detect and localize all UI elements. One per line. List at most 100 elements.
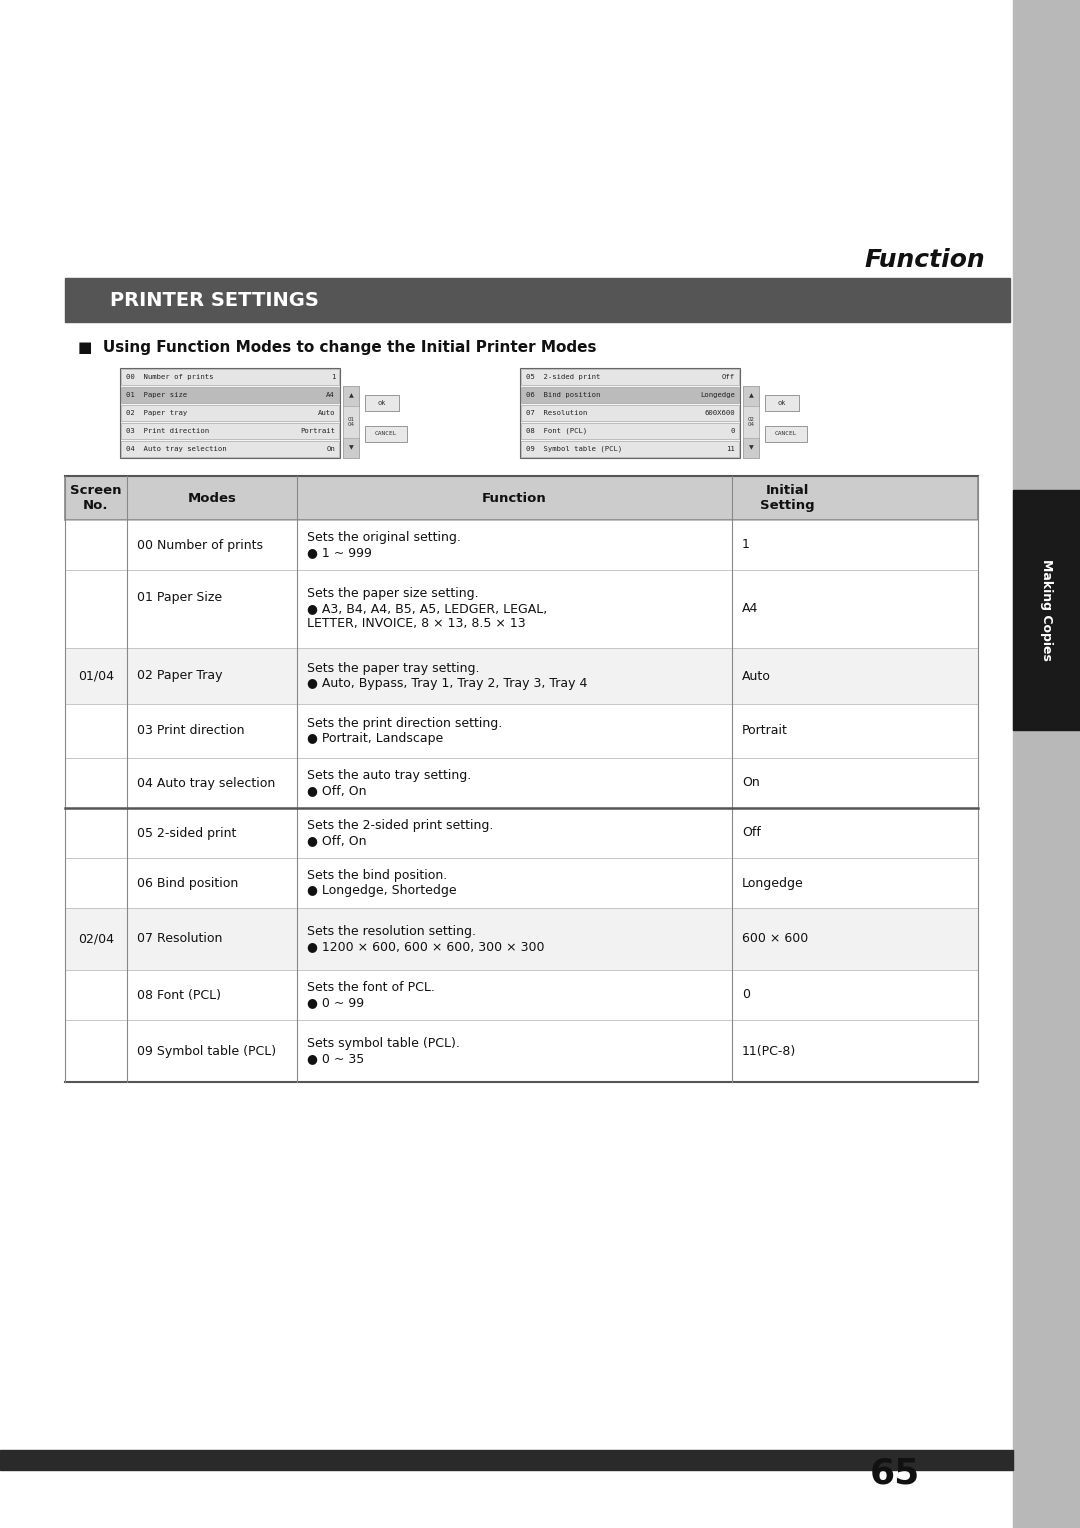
- Text: ■  Using Function Modes to change the Initial Printer Modes: ■ Using Function Modes to change the Ini…: [78, 341, 596, 354]
- Bar: [743, 387, 759, 458]
- Text: Sets the paper size setting.: Sets the paper size setting.: [307, 587, 478, 601]
- Text: 0: 0: [731, 428, 735, 434]
- Text: 05 2-sided print: 05 2-sided print: [137, 827, 237, 839]
- Bar: [65, 704, 978, 758]
- Text: ● Auto, Bypass, Tray 1, Tray 2, Tray 3, Tray 4: ● Auto, Bypass, Tray 1, Tray 2, Tray 3, …: [307, 677, 588, 691]
- Text: Sets the auto tray setting.: Sets the auto tray setting.: [307, 769, 471, 782]
- Text: ● Longedge, Shortedge: ● Longedge, Shortedge: [307, 885, 457, 897]
- Text: Sets the print direction setting.: Sets the print direction setting.: [307, 717, 502, 730]
- Text: ● 0 ~ 99: ● 0 ~ 99: [307, 996, 364, 1008]
- Bar: [121, 442, 339, 457]
- Bar: [521, 387, 739, 403]
- Text: CANCEL: CANCEL: [375, 431, 397, 435]
- Text: 08 Font (PCL): 08 Font (PCL): [137, 989, 221, 1001]
- Bar: [65, 648, 978, 704]
- Bar: [65, 859, 978, 908]
- Bar: [121, 423, 339, 439]
- Bar: [121, 387, 339, 403]
- Bar: [521, 368, 739, 385]
- Bar: [519, 368, 740, 458]
- Bar: [743, 387, 759, 406]
- Text: Function: Function: [482, 492, 546, 504]
- Text: 04  Auto tray selection: 04 Auto tray selection: [126, 446, 227, 452]
- Bar: [65, 970, 978, 1021]
- Bar: [65, 808, 978, 859]
- Text: 06 Bind position: 06 Bind position: [137, 877, 239, 889]
- Text: 00  Number of prints: 00 Number of prints: [126, 374, 214, 380]
- Text: Making Copies: Making Copies: [1040, 559, 1053, 662]
- Text: ▲: ▲: [748, 394, 754, 399]
- Text: 600X600: 600X600: [704, 410, 735, 416]
- Text: A4: A4: [326, 393, 335, 397]
- Text: A4: A4: [742, 602, 758, 616]
- Bar: [765, 426, 807, 442]
- Text: 03  Print direction: 03 Print direction: [126, 428, 210, 434]
- Text: 0: 0: [742, 989, 750, 1001]
- Bar: [765, 394, 799, 411]
- Text: On: On: [326, 446, 335, 452]
- Text: 11: 11: [726, 446, 735, 452]
- Text: Longedge: Longedge: [742, 877, 804, 889]
- Bar: [65, 1021, 978, 1082]
- Text: PRINTER SETTINGS: PRINTER SETTINGS: [110, 290, 319, 310]
- Text: LETTER, INVOICE, 8 × 13, 8.5 × 13: LETTER, INVOICE, 8 × 13, 8.5 × 13: [307, 617, 526, 631]
- Bar: [120, 368, 340, 458]
- Text: 02  Paper tray: 02 Paper tray: [126, 410, 187, 416]
- Text: 09 Symbol table (PCL): 09 Symbol table (PCL): [137, 1045, 276, 1057]
- Bar: [65, 908, 978, 970]
- Text: 03 Print direction: 03 Print direction: [137, 724, 244, 738]
- Text: 08  Font (PCL): 08 Font (PCL): [526, 428, 588, 434]
- Text: 05  2-sided print: 05 2-sided print: [526, 374, 600, 380]
- Text: Sets symbol table (PCL).: Sets symbol table (PCL).: [307, 1038, 460, 1050]
- Bar: [65, 758, 978, 808]
- Text: Function: Function: [864, 248, 985, 272]
- Text: 02/04: 02/04: [78, 932, 114, 946]
- Bar: [743, 439, 759, 458]
- Bar: [521, 405, 739, 422]
- Bar: [65, 520, 978, 570]
- Bar: [1013, 490, 1080, 730]
- Bar: [1013, 0, 1080, 1528]
- Text: 01
04: 01 04: [348, 417, 354, 428]
- Bar: [121, 405, 339, 422]
- Bar: [343, 387, 359, 458]
- Text: ▼: ▼: [748, 446, 754, 451]
- Bar: [521, 442, 739, 457]
- Text: 01/04: 01/04: [78, 669, 114, 683]
- Text: Sets the paper tray setting.: Sets the paper tray setting.: [307, 662, 480, 675]
- Bar: [343, 439, 359, 458]
- Text: Screen
No.: Screen No.: [70, 484, 122, 512]
- Text: On: On: [742, 776, 759, 790]
- Text: ▼: ▼: [349, 446, 353, 451]
- Text: ● 0 ~ 35: ● 0 ~ 35: [307, 1051, 364, 1065]
- Bar: [365, 426, 407, 442]
- Text: 09  Symbol table (PCL): 09 Symbol table (PCL): [526, 446, 622, 452]
- Text: Off: Off: [742, 827, 761, 839]
- Text: 600 × 600: 600 × 600: [742, 932, 808, 946]
- Bar: [343, 387, 359, 406]
- Text: Initial
Setting: Initial Setting: [760, 484, 814, 512]
- Text: Portrait: Portrait: [300, 428, 335, 434]
- Text: ● 1200 × 600, 600 × 600, 300 × 300: ● 1200 × 600, 600 × 600, 300 × 300: [307, 940, 544, 953]
- Text: Auto: Auto: [318, 410, 335, 416]
- Text: Modes: Modes: [188, 492, 237, 504]
- Text: ok: ok: [778, 400, 786, 405]
- Text: 1: 1: [742, 538, 750, 552]
- Text: ● Off, On: ● Off, On: [307, 784, 366, 798]
- Text: 1: 1: [330, 374, 335, 380]
- Text: 06  Bind position: 06 Bind position: [526, 393, 600, 397]
- Text: 00 Number of prints: 00 Number of prints: [137, 538, 264, 552]
- Bar: [521, 423, 739, 439]
- Text: Sets the font of PCL.: Sets the font of PCL.: [307, 981, 435, 995]
- Text: Longedge: Longedge: [700, 393, 735, 397]
- Text: 02
04: 02 04: [747, 417, 755, 428]
- Text: Sets the original setting.: Sets the original setting.: [307, 532, 461, 544]
- Bar: [121, 368, 339, 385]
- Text: Off: Off: [721, 374, 735, 380]
- Text: ● Portrait, Landscape: ● Portrait, Landscape: [307, 732, 443, 746]
- Text: Sets the 2-sided print setting.: Sets the 2-sided print setting.: [307, 819, 494, 833]
- Bar: [365, 394, 399, 411]
- Text: CANCEL: CANCEL: [774, 431, 797, 435]
- Text: 02 Paper Tray: 02 Paper Tray: [137, 669, 222, 683]
- Text: Auto: Auto: [742, 669, 771, 683]
